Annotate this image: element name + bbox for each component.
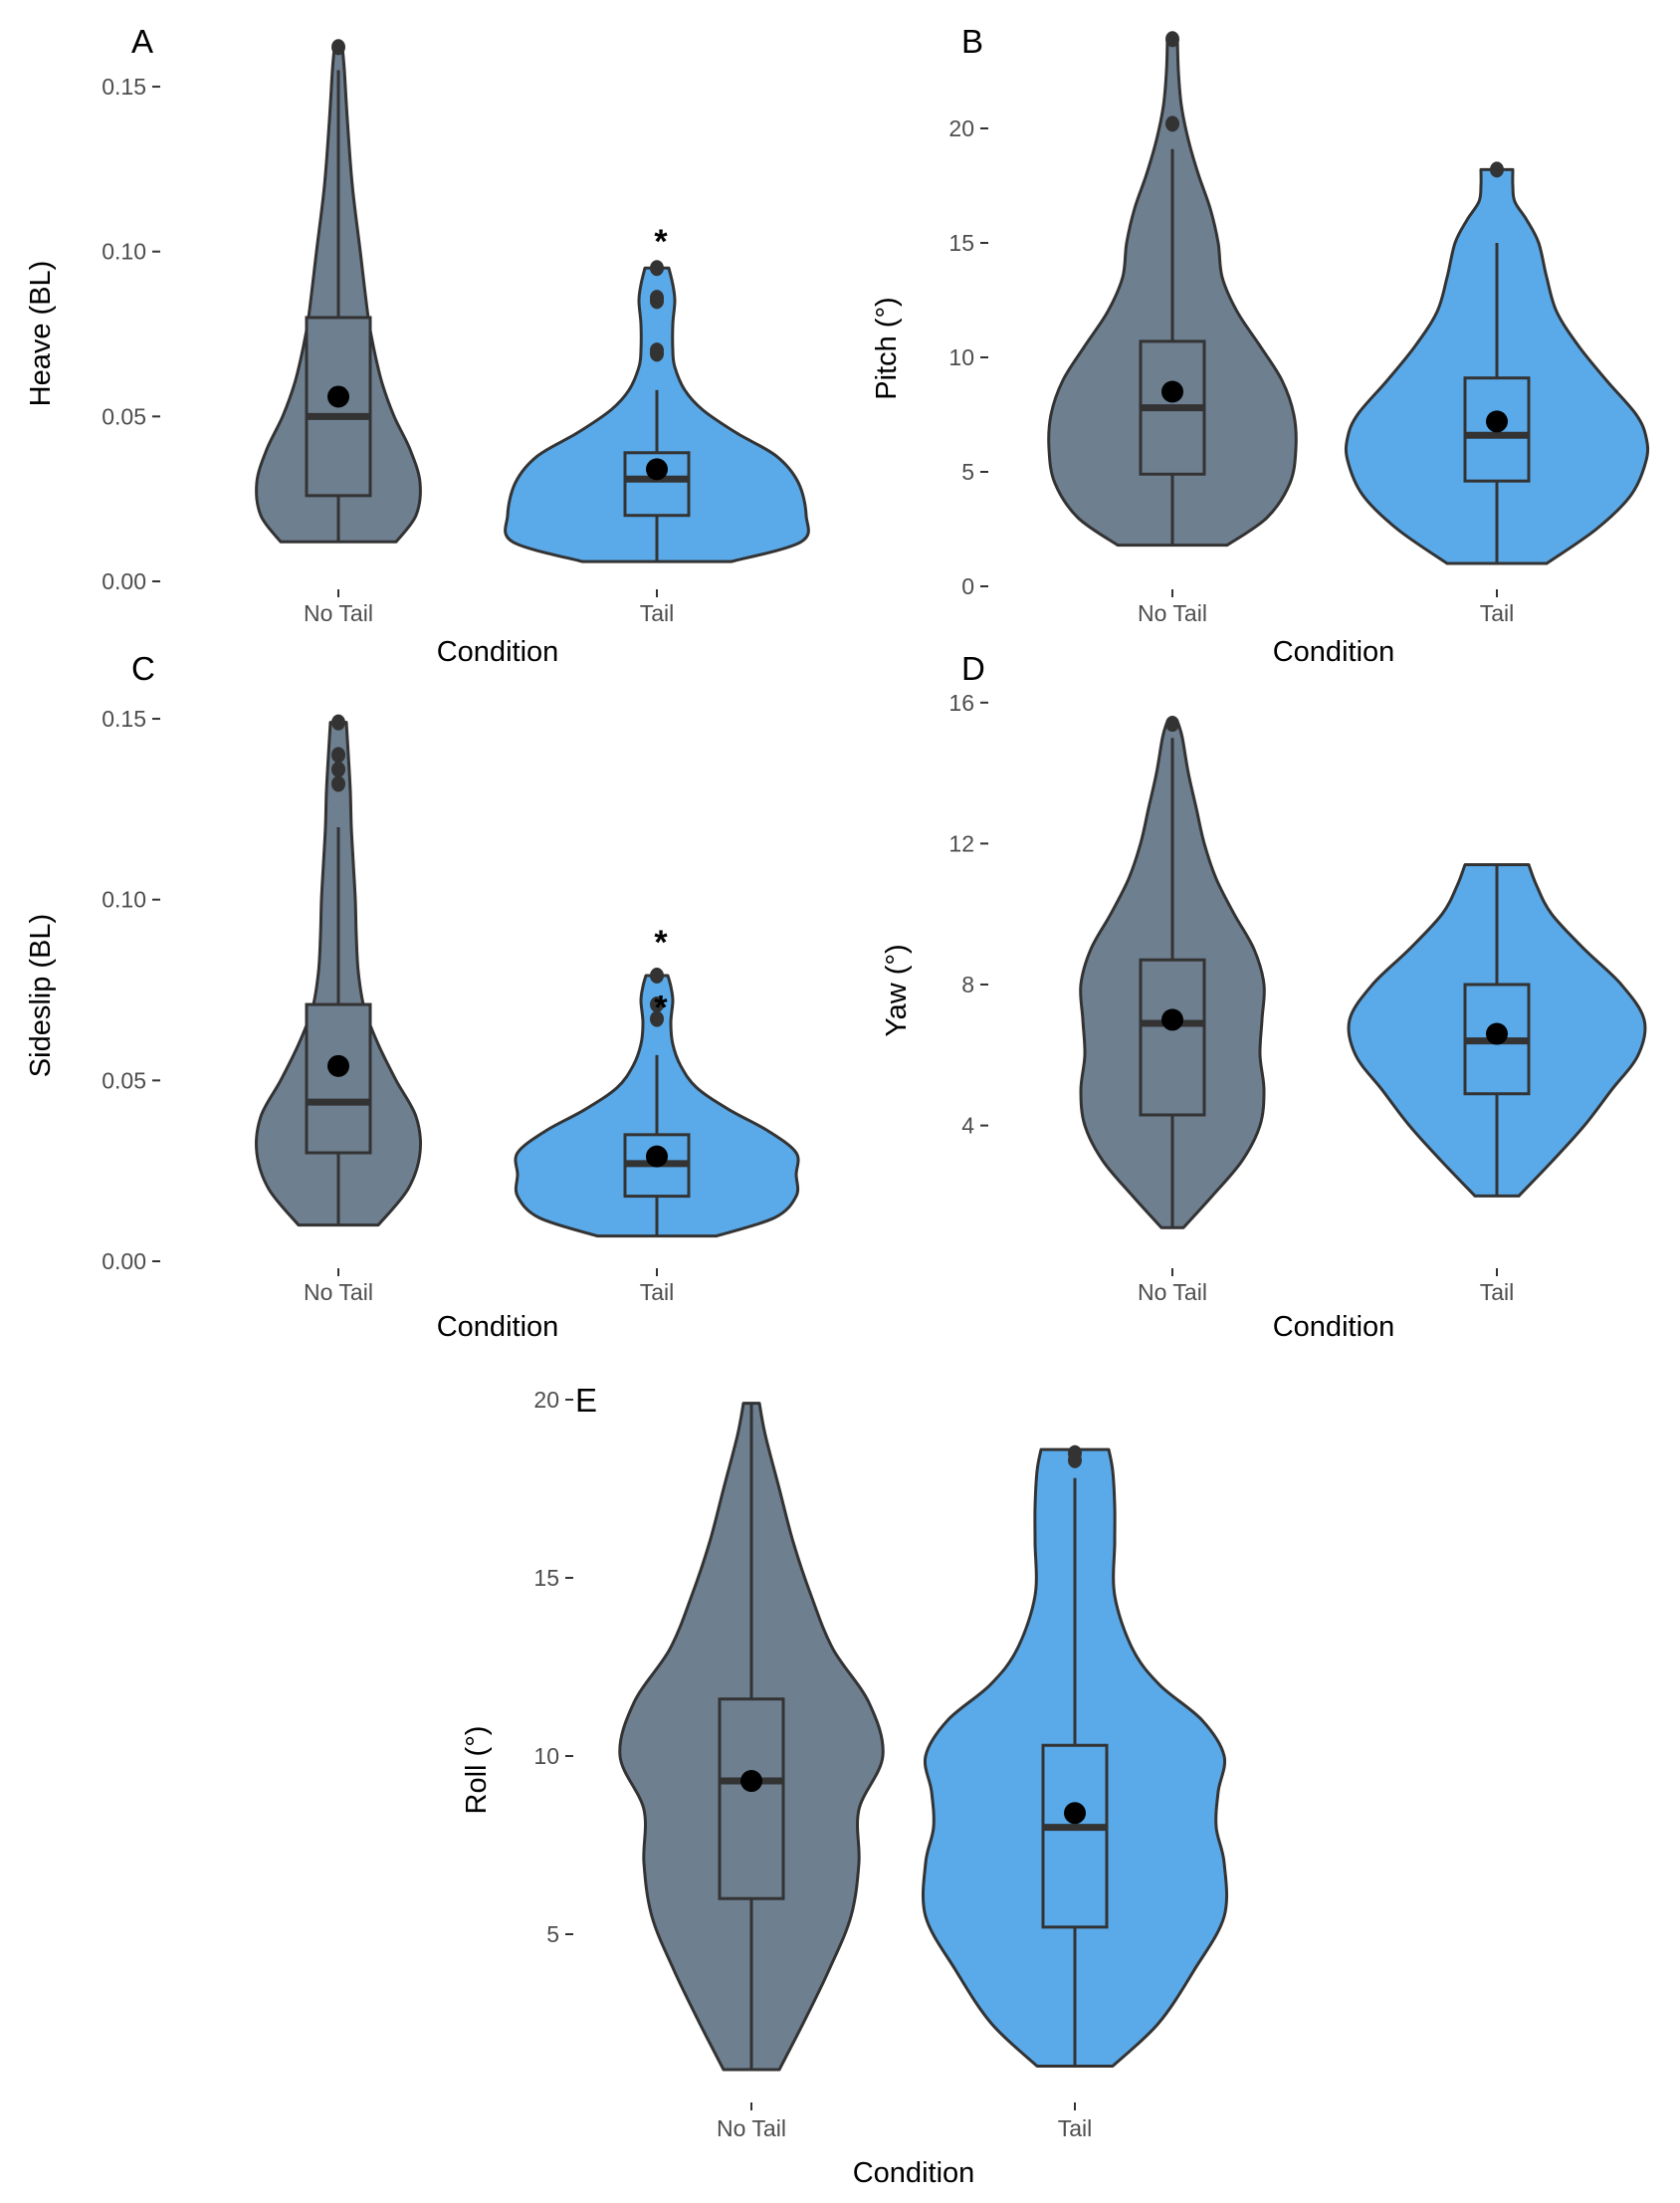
panel-b: B Pitch (°) 0 5 10 15 20 No Tail Tail Condition (871, 23, 1650, 668)
outlier-point (650, 260, 664, 277)
x-tick-label: Tail (1480, 600, 1515, 626)
y-tick-label: 15 (948, 230, 974, 256)
outlier-point (331, 714, 345, 731)
outlier-point (650, 345, 664, 362)
y-tick-label: 8 (961, 972, 974, 997)
outlier-point (1165, 31, 1179, 48)
mean-point (1161, 1008, 1183, 1031)
y-tick-label: 10 (948, 344, 974, 370)
outlier-point (331, 761, 345, 777)
x-tick-label: Tail (1480, 1279, 1515, 1305)
y-tick-label: 20 (533, 1387, 559, 1413)
panel-letter: E (575, 1382, 597, 1419)
y-tick-label: 0.15 (102, 706, 146, 732)
mean-point (740, 1770, 762, 1793)
box-iqr (718, 1697, 785, 1900)
x-tick-label: No Tail (304, 1279, 373, 1305)
outlier-point (1165, 115, 1179, 132)
panel-letter: B (961, 23, 983, 60)
y-tick-label: 10 (533, 1743, 559, 1769)
x-tick-label: Tail (640, 1279, 675, 1305)
mean-point (1486, 410, 1508, 433)
x-tick-label: No Tail (304, 600, 373, 626)
y-tick-label: 0.05 (102, 403, 146, 429)
mean-point (327, 1054, 349, 1077)
y-axis-title: Roll (°) (461, 1726, 493, 1815)
outlier-point (331, 747, 345, 764)
significance-star: * (654, 223, 668, 261)
y-tick-label: 4 (961, 1113, 974, 1139)
significance-star: * (654, 924, 668, 962)
y-axis-title: Sideslip (BL) (25, 914, 57, 1077)
y-tick-label: 0.00 (102, 1248, 146, 1274)
y-tick-label: 0.00 (102, 568, 146, 594)
y-tick-label: 5 (961, 459, 974, 485)
x-axis-title: Condition (437, 636, 559, 668)
mean-point (646, 458, 668, 481)
box-iqr (1139, 958, 1206, 1117)
outlier-point (650, 293, 664, 310)
y-tick-label: 0.10 (102, 239, 146, 265)
x-tick-label: Tail (1058, 2115, 1093, 2141)
mean-point (1486, 1022, 1508, 1045)
y-tick-label: 0.10 (102, 887, 146, 913)
y-tick-label: 0.05 (102, 1067, 146, 1093)
significance-star: * (654, 989, 668, 1026)
y-axis-title: Pitch (°) (871, 297, 903, 399)
mean-point (646, 1145, 668, 1168)
panel-e: E Roll (°) 5 10 15 20 No Tail Tail Condition (461, 1382, 1229, 2189)
outlier-point (331, 39, 345, 56)
outlier-point (1490, 161, 1504, 178)
panel-letter: A (131, 23, 153, 60)
x-axis-title: Condition (437, 1311, 559, 1343)
mean-point (1064, 1802, 1086, 1825)
x-tick-label: No Tail (1138, 1279, 1207, 1305)
mean-point (1161, 380, 1183, 403)
panel-c: C Sideslip (BL) 0.00 0.05 0.10 0.15 No Tail Tai… (25, 650, 800, 1343)
y-tick-label: 16 (948, 690, 974, 716)
outlier-point (1165, 716, 1179, 733)
x-axis-title: Condition (853, 2157, 975, 2189)
outlier-point (331, 775, 345, 792)
y-tick-label: 5 (546, 1921, 559, 1947)
x-tick-label: No Tail (717, 2115, 786, 2141)
panel-a: A Heave (BL) 0.00 0.05 0.10 0.15 No Tail Tail Co… (25, 23, 810, 668)
y-tick-label: 12 (948, 830, 974, 856)
panel-d: D Yaw (°) 4 8 12 16 No Tail Tail Condition (881, 650, 1647, 1343)
outlier-point (650, 996, 664, 1013)
box-iqr (305, 1002, 372, 1155)
box-iqr (1041, 1743, 1109, 1929)
y-tick-label: 15 (533, 1565, 559, 1591)
x-axis-title: Condition (1273, 636, 1395, 668)
outlier-point (1068, 1451, 1082, 1468)
y-tick-label: 0.15 (102, 74, 146, 100)
mean-point (327, 385, 349, 408)
outlier-point (650, 967, 664, 984)
x-tick-label: No Tail (1138, 600, 1207, 626)
x-axis-title: Condition (1273, 1311, 1395, 1343)
y-axis-title: Heave (BL) (25, 261, 57, 407)
y-tick-label: 0 (961, 573, 974, 599)
panel-letter: D (961, 650, 985, 687)
x-tick-label: Tail (640, 600, 675, 626)
outlier-point (650, 1010, 664, 1027)
panel-letter: C (131, 650, 155, 687)
y-tick-label: 20 (948, 115, 974, 141)
y-axis-title: Yaw (°) (881, 944, 913, 1036)
